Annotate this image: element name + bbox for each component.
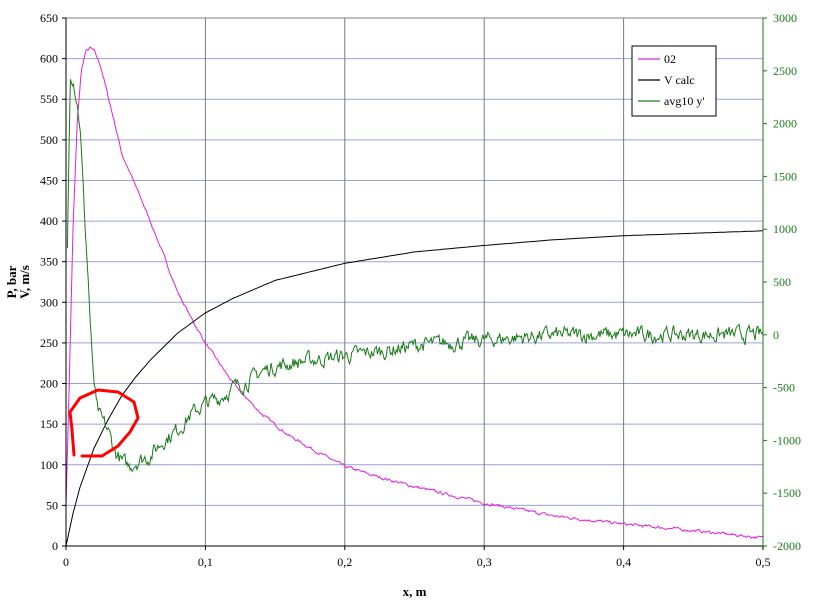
y-tick-left-label: 50 — [46, 498, 58, 512]
y-tick-left-label: 100 — [40, 458, 58, 472]
y-tick-left-label: 650 — [40, 11, 58, 25]
tick-layer: 0 50 100 150 200 250 300 350 400 450 500 550 600 650 -… — [40, 11, 801, 569]
x-axis-label: x, m — [403, 584, 427, 599]
y-tick-right-label: 500 — [773, 275, 791, 289]
legend: 02 V calc avg10 y' — [631, 45, 717, 117]
red-annotation-loop — [68, 388, 140, 458]
y-tick-right-label: 1500 — [773, 169, 797, 183]
y-tick-right-label: 3000 — [773, 11, 797, 25]
series-line — [65, 46, 764, 540]
y-tick-right-label: 2000 — [773, 117, 797, 131]
y-tick-right-label: -1000 — [773, 433, 801, 447]
y-tick-right-label: -2000 — [773, 539, 801, 553]
y-tick-right-label: 0 — [773, 328, 779, 342]
legend-label: V calc — [664, 73, 695, 87]
y-axis-label-left: V, m/s — [17, 265, 32, 299]
y-tick-left-label: 500 — [40, 133, 58, 147]
y-tick-left-label: 200 — [40, 377, 58, 391]
y-axis-label-left: P, bar — [4, 265, 19, 298]
y-tick-left-label: 400 — [40, 214, 58, 228]
legend-label: avg10 y' — [664, 94, 705, 108]
y-tick-left-label: 0 — [52, 539, 58, 553]
x-tick-label: 0,3 — [477, 555, 492, 569]
y-tick-left-label: 250 — [40, 336, 58, 350]
y-tick-left-label: 300 — [40, 295, 58, 309]
series-layer — [65, 46, 764, 547]
series-line — [66, 79, 764, 473]
y-tick-right-label: 1000 — [773, 222, 797, 236]
y-tick-right-label: 2500 — [773, 64, 797, 78]
x-tick-label: 0,4 — [616, 555, 631, 569]
y-tick-left-label: 350 — [40, 255, 58, 269]
x-tick-label: 0,5 — [756, 555, 771, 569]
y-tick-left-label: 550 — [40, 92, 58, 106]
y-tick-left-label: 450 — [40, 173, 58, 187]
legend-box — [631, 45, 717, 117]
x-tick-label: 0,1 — [198, 555, 213, 569]
x-tick-label: 0 — [63, 555, 69, 569]
y-tick-right-label: -1500 — [773, 486, 801, 500]
y-tick-left-label: 150 — [40, 417, 58, 431]
y-tick-left-label: 600 — [40, 52, 58, 66]
series-line — [65, 230, 764, 547]
legend-label: 02 — [664, 52, 676, 66]
y-tick-right-label: -500 — [773, 381, 795, 395]
x-tick-label: 0,2 — [337, 555, 352, 569]
annotation-layer — [68, 388, 140, 458]
